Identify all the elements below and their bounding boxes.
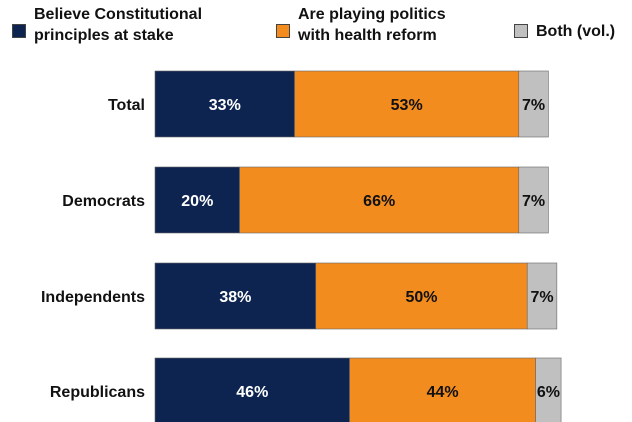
legend-label-constitutional: Believe Constitutional principles at sta… (34, 6, 203, 44)
bar-value-label: 50% (405, 289, 437, 306)
bar-segment (154, 357, 350, 422)
bar-value-label: 7% (522, 97, 545, 114)
legend-label-both: Both (vol.) (536, 23, 616, 40)
bar-value-label: 20% (181, 193, 213, 210)
legend-swatch-both (514, 24, 528, 38)
bar-value-label: 7% (530, 289, 553, 306)
bar-segment (294, 70, 520, 138)
bar-segment (239, 166, 520, 234)
bar-value-label: 66% (363, 193, 395, 210)
category-label: Democrats (62, 193, 145, 210)
bar-value-label: 33% (209, 97, 241, 114)
category-label: Independents (41, 289, 145, 306)
bar-segment (154, 70, 295, 138)
legend-item-politics: Are playing politics with health reform (276, 4, 446, 46)
chart-legend: Believe Constitutional principles at sta… (0, 0, 632, 60)
category-label: Republicans (50, 384, 145, 401)
bar-value-label: 53% (391, 97, 423, 114)
bar-value-label: 7% (522, 193, 545, 210)
legend-swatch-politics (276, 24, 290, 38)
bar-segment (526, 262, 558, 330)
bar-segment (518, 70, 549, 138)
bar-segment (154, 166, 240, 234)
category-label: Total (108, 97, 145, 114)
bar-segment (349, 357, 536, 422)
bar-segment (535, 357, 562, 422)
bar-value-label: 6% (537, 384, 560, 401)
bar-value-label: 44% (427, 384, 459, 401)
legend-item-both: Both (vol.) (514, 4, 615, 42)
legend-swatch-constitutional (12, 24, 26, 38)
bar-segment (315, 262, 528, 330)
legend-item-constitutional: Believe Constitutional principles at sta… (12, 4, 202, 46)
bar-value-label: 38% (219, 289, 251, 306)
bar-value-label: 46% (236, 384, 268, 401)
bar-segment (518, 166, 549, 234)
legend-label-politics: Are playing politics with health reform (298, 6, 446, 44)
